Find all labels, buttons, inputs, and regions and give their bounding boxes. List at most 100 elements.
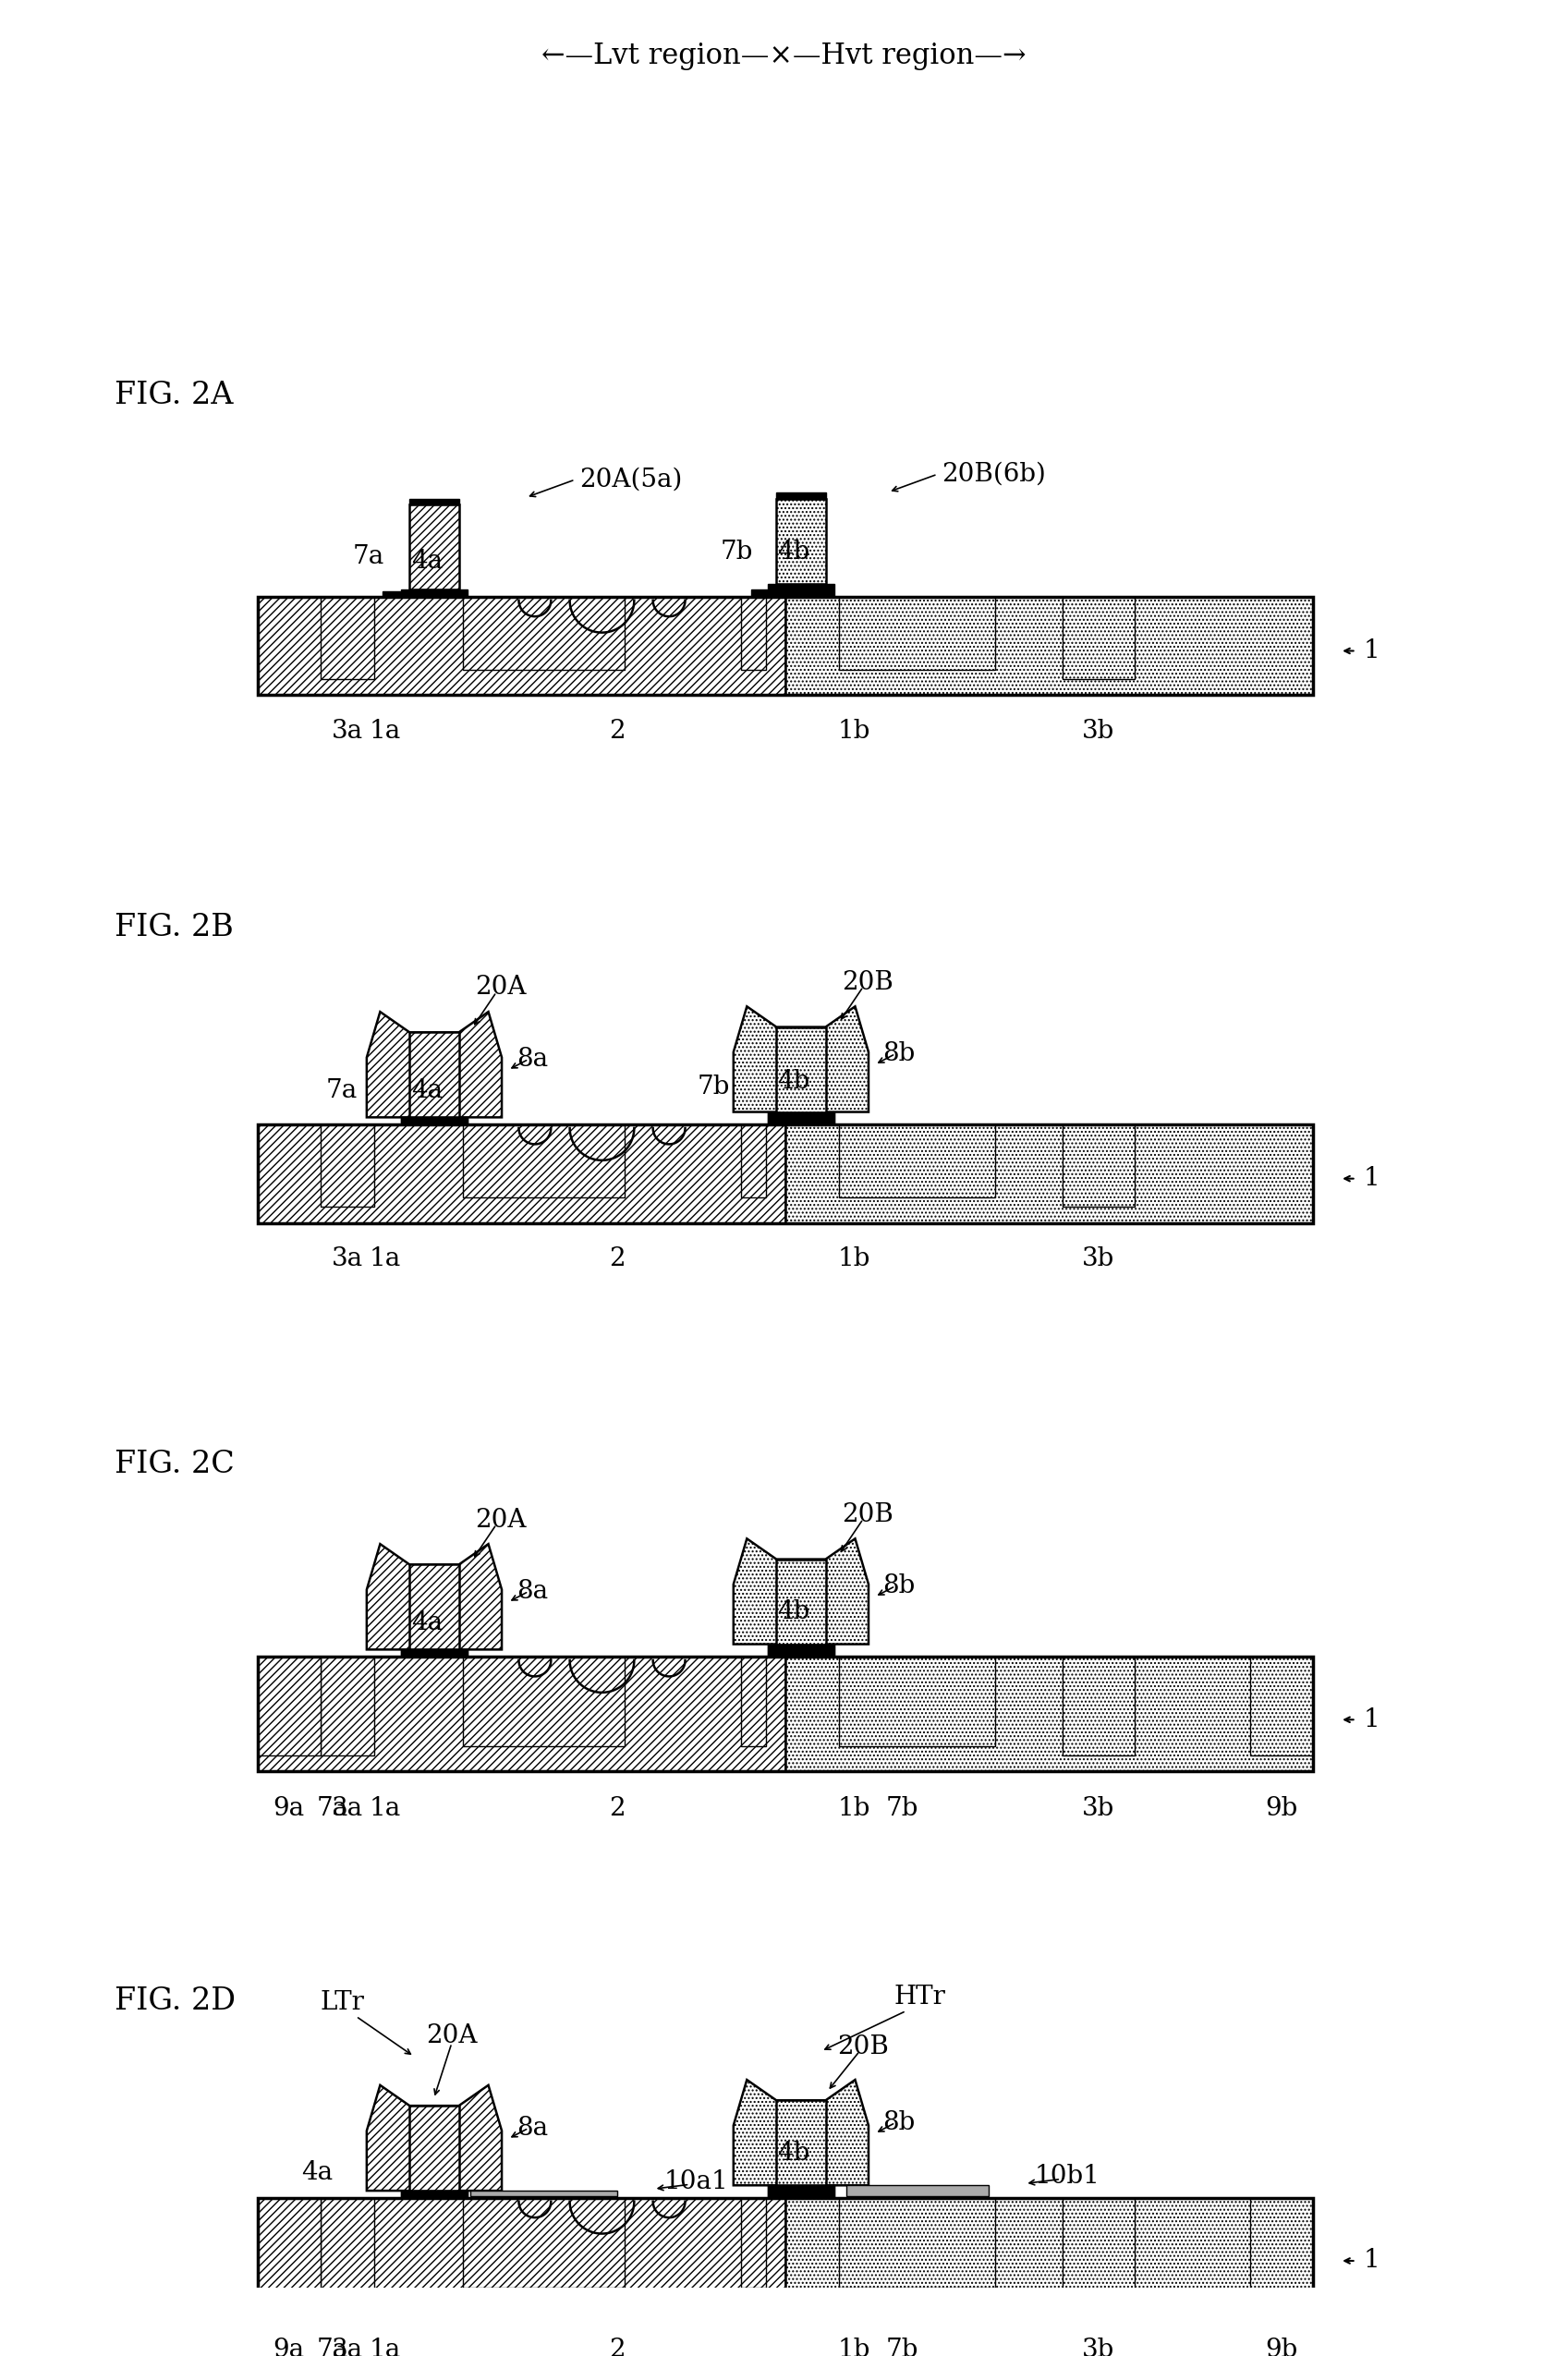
Text: 7b: 7b [721, 540, 753, 565]
Text: 1b: 1b [837, 719, 870, 744]
Polygon shape [401, 2191, 467, 2198]
Text: LTr: LTr [320, 1991, 365, 2014]
Polygon shape [463, 1124, 624, 1197]
Text: 20A: 20A [475, 1508, 527, 1531]
Polygon shape [320, 2198, 373, 2297]
Polygon shape [401, 589, 467, 596]
Text: 7a: 7a [317, 2337, 348, 2356]
Polygon shape [463, 1656, 624, 1746]
Polygon shape [409, 2106, 459, 2191]
Polygon shape [767, 1644, 834, 1656]
Polygon shape [320, 1124, 373, 1206]
Text: 3a: 3a [331, 719, 362, 744]
Text: 1b: 1b [837, 1246, 870, 1272]
Polygon shape [1251, 2198, 1312, 2297]
Polygon shape [786, 1124, 1312, 1223]
Text: 3a: 3a [331, 2337, 362, 2356]
Polygon shape [463, 596, 624, 669]
Text: 20B(6b): 20B(6b) [942, 462, 1046, 488]
Polygon shape [1063, 596, 1134, 679]
Polygon shape [1063, 1124, 1134, 1206]
Polygon shape [367, 2085, 502, 2191]
Text: 8b: 8b [883, 1041, 916, 1067]
Polygon shape [767, 2186, 834, 2198]
Polygon shape [257, 1656, 786, 1772]
Text: FIG. 2B: FIG. 2B [114, 912, 234, 942]
Polygon shape [257, 1656, 320, 1755]
Text: 4b: 4b [778, 1600, 809, 1623]
Polygon shape [734, 1006, 869, 1112]
Polygon shape [767, 1644, 834, 1656]
Text: 4a: 4a [301, 2160, 334, 2186]
Text: 2: 2 [608, 2337, 626, 2356]
Polygon shape [751, 589, 776, 596]
Text: 3b: 3b [1082, 1246, 1115, 1272]
Text: 1: 1 [1363, 638, 1380, 664]
Text: 8a: 8a [516, 1579, 547, 1604]
Polygon shape [776, 492, 826, 499]
Polygon shape [409, 1564, 459, 1649]
Polygon shape [839, 1656, 996, 1746]
Text: 20B: 20B [842, 1503, 894, 1527]
Polygon shape [409, 504, 459, 589]
Polygon shape [839, 596, 996, 669]
Text: 8b: 8b [883, 2111, 916, 2135]
Polygon shape [367, 1543, 502, 1649]
Polygon shape [767, 584, 834, 596]
Polygon shape [463, 2198, 624, 2288]
Text: 9a: 9a [273, 1795, 304, 1821]
Text: 2: 2 [608, 719, 626, 744]
Text: 1: 1 [1363, 1166, 1380, 1192]
Text: 1a: 1a [368, 1246, 400, 1272]
Polygon shape [1063, 2198, 1134, 2297]
Polygon shape [320, 596, 373, 679]
Polygon shape [257, 596, 786, 695]
Polygon shape [786, 596, 1312, 695]
Polygon shape [257, 2198, 786, 2311]
Text: 4b: 4b [778, 540, 809, 565]
Text: FIG. 2A: FIG. 2A [114, 382, 234, 410]
Polygon shape [470, 2191, 618, 2196]
Polygon shape [320, 1656, 373, 1755]
Text: 7a: 7a [317, 1795, 348, 1821]
Text: 4a: 4a [411, 1609, 442, 1635]
Polygon shape [786, 1656, 1312, 1772]
Text: 8b: 8b [883, 1574, 916, 1597]
Polygon shape [740, 596, 765, 669]
Text: 7b: 7b [698, 1074, 731, 1100]
Polygon shape [401, 1649, 467, 1656]
Text: 4b: 4b [778, 1070, 809, 1093]
Text: 4a: 4a [411, 549, 442, 573]
Text: 3b: 3b [1082, 719, 1115, 744]
Text: 1a: 1a [368, 1795, 400, 1821]
Text: 1b: 1b [837, 1795, 870, 1821]
Text: 3b: 3b [1082, 1795, 1115, 1821]
Polygon shape [776, 499, 826, 584]
Polygon shape [776, 2099, 826, 2186]
Polygon shape [776, 1027, 826, 1112]
Text: 1a: 1a [368, 2337, 400, 2356]
Text: 2: 2 [608, 1246, 626, 1272]
Polygon shape [734, 1538, 869, 1644]
Text: 9a: 9a [273, 2337, 304, 2356]
Text: 7b: 7b [886, 1795, 919, 1821]
Text: 1b: 1b [837, 2337, 870, 2356]
Polygon shape [1063, 1656, 1134, 1755]
Text: 8a: 8a [516, 1046, 547, 1072]
Polygon shape [409, 1032, 459, 1117]
Text: 3b: 3b [1082, 2337, 1115, 2356]
Text: 7a: 7a [353, 544, 384, 570]
Text: 9b: 9b [1265, 2337, 1298, 2356]
Polygon shape [839, 2198, 996, 2288]
Polygon shape [734, 2080, 869, 2186]
Text: 20A: 20A [475, 975, 527, 999]
Polygon shape [786, 2198, 1312, 2311]
Text: 4b: 4b [778, 2142, 809, 2165]
Polygon shape [401, 1117, 467, 1124]
Text: 10b1: 10b1 [1035, 2163, 1099, 2189]
Text: 20A(5a): 20A(5a) [580, 466, 682, 492]
Text: 4a: 4a [411, 1079, 442, 1103]
Text: 2: 2 [608, 1795, 626, 1821]
Text: 20B: 20B [842, 971, 894, 994]
Polygon shape [776, 1560, 826, 1644]
